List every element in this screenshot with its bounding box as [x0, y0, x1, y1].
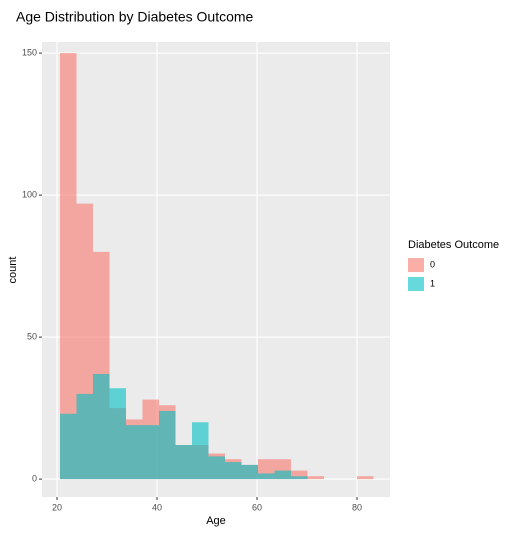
- x-axis-label: Age: [206, 515, 226, 527]
- x-tick-label: 80: [352, 502, 362, 512]
- y-tick-label: 50: [27, 331, 37, 341]
- bar: [159, 410, 176, 480]
- legend-label: 1: [430, 278, 435, 288]
- bar: [208, 456, 225, 480]
- bar: [258, 473, 275, 480]
- bar: [192, 422, 209, 480]
- bar: [307, 476, 324, 480]
- y-axis-label: count: [7, 257, 19, 284]
- bar: [175, 445, 192, 480]
- bar: [357, 476, 374, 480]
- bar: [126, 425, 143, 480]
- legend-key: [408, 258, 424, 272]
- bar: [142, 425, 159, 480]
- bar: [291, 476, 308, 480]
- legend-title: Diabetes Outcome: [408, 239, 499, 251]
- x-tick-label: 60: [252, 502, 262, 512]
- bar: [60, 413, 77, 480]
- x-tick-label: 20: [52, 502, 62, 512]
- legend-key: [408, 277, 424, 291]
- bar: [274, 470, 291, 480]
- bar: [291, 470, 308, 480]
- y-tick-label: 0: [32, 473, 37, 483]
- bar: [60, 53, 77, 480]
- chart-title: Age Distribution by Diabetes Outcome: [16, 9, 254, 25]
- x-tick-label: 40: [152, 502, 162, 512]
- y-tick-label: 150: [22, 47, 37, 57]
- legend-label: 0: [430, 259, 435, 269]
- bar: [109, 388, 126, 480]
- bar: [93, 374, 110, 480]
- bar: [241, 464, 258, 480]
- y-tick-label: 100: [22, 189, 37, 199]
- bar: [225, 462, 242, 480]
- bar: [76, 393, 93, 480]
